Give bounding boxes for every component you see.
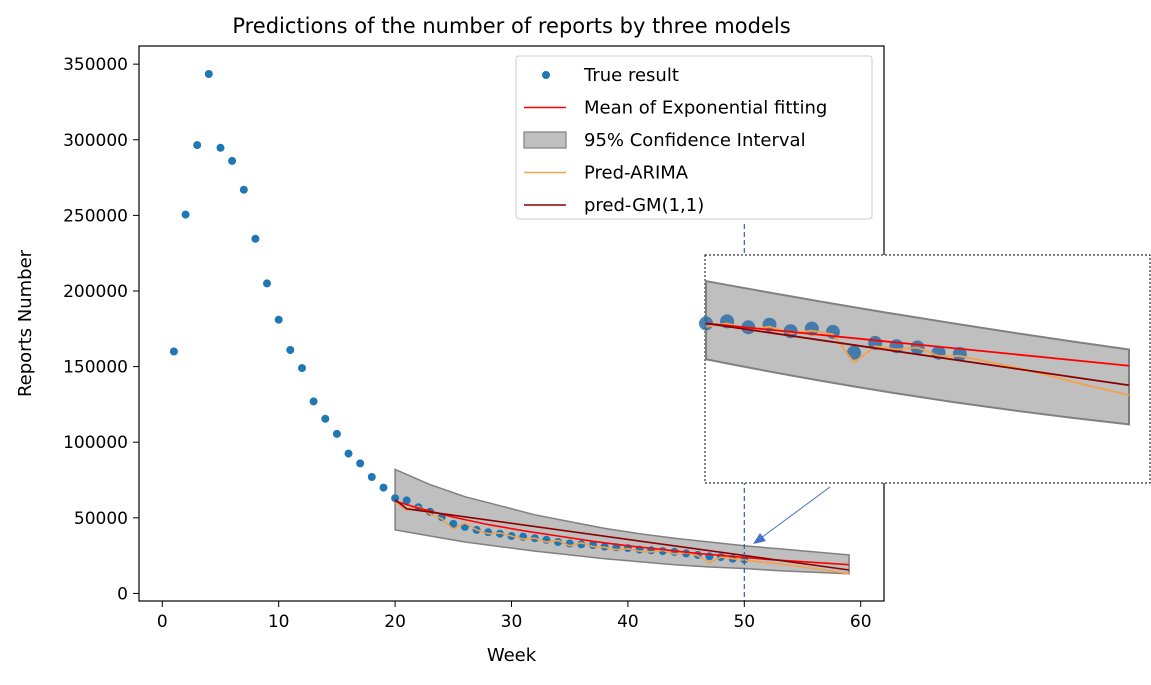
true-result-point [274, 315, 283, 324]
true-result-point [402, 496, 411, 505]
true-result-point [309, 397, 318, 406]
plot-area: 0 10 20 30 40 50 60 0 50000 100000 150000 200000 250… [63, 45, 885, 632]
chart-title: Predictions of the number of reports by … [232, 14, 790, 38]
legend: True result Mean of Exponential fitting 95… [515, 55, 873, 220]
y-tick-label: 150000 [63, 358, 128, 378]
x-tick-label: 30 [501, 612, 523, 632]
legend-label: 95% Confidence Interval [584, 130, 806, 151]
x-tick-label: 50 [733, 612, 755, 632]
x-tick-label: 20 [384, 612, 406, 632]
true-result-point [332, 429, 341, 438]
true-result-point [169, 347, 178, 356]
true-result-point [239, 185, 248, 194]
inset-true-point [847, 345, 861, 360]
true-result-point [367, 473, 376, 481]
y-tick-label: 350000 [63, 55, 128, 75]
legend-swatch-ci [523, 131, 567, 149]
legend-label: Pred-ARIMA [584, 163, 689, 184]
true-result-point [193, 141, 202, 150]
x-tick-label: 0 [157, 612, 168, 632]
arima-line [394, 500, 850, 575]
true-result-point [379, 483, 388, 492]
x-tick-label: 10 [268, 612, 290, 632]
true-result-point [286, 346, 295, 354]
x-tick-label: 40 [617, 612, 639, 632]
legend-marker-true-result [542, 71, 550, 79]
inset-gm-line [705, 322, 1130, 387]
true-result-point [216, 143, 225, 152]
zoom-arrow-line [760, 486, 831, 539]
true-result-point [298, 364, 306, 373]
legend-label: True result [583, 65, 679, 86]
y-tick-label: 0 [117, 584, 128, 604]
y-tick-label: 300000 [63, 131, 128, 151]
true-result-point [577, 540, 586, 549]
true-result-point [181, 210, 190, 219]
true-result-point [251, 234, 260, 243]
x-axis-title: Week [487, 645, 537, 666]
exp-mean-line [394, 500, 850, 566]
true-result-point [344, 449, 353, 458]
y-tick-label: 100000 [63, 433, 128, 453]
y-tick-label: 50000 [74, 509, 128, 529]
inset-exp-line [705, 322, 1130, 367]
true-result-point [449, 519, 458, 528]
ci-band [394, 468, 850, 575]
zoom-inset [699, 254, 1151, 544]
y-axis-title: Reports Number [15, 249, 36, 397]
true-result-point [228, 156, 237, 165]
y-tick-label: 200000 [63, 282, 128, 302]
zoom-arrow-head [753, 533, 766, 544]
true-result-point [204, 70, 213, 78]
y-tick-label: 250000 [63, 206, 128, 226]
x-tick-label: 60 [850, 612, 872, 632]
legend-box [515, 55, 873, 220]
gm-line [394, 499, 850, 571]
true-result-point [391, 494, 400, 503]
true-result-point [321, 414, 330, 423]
true-result-point [356, 459, 365, 468]
true-result-point [263, 279, 271, 288]
legend-label: pred-GM(1,1) [584, 195, 704, 216]
legend-label: Mean of Exponential fitting [584, 98, 827, 119]
